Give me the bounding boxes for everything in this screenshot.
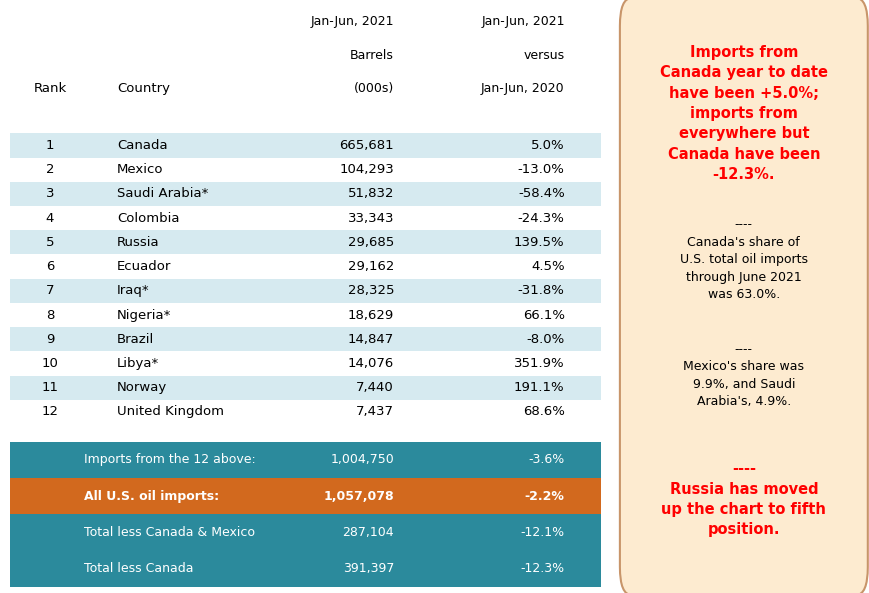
Text: Russia: Russia (116, 236, 159, 249)
Text: Rank: Rank (33, 82, 67, 95)
Bar (10, 327, 600, 351)
Text: 18,629: 18,629 (348, 308, 394, 321)
Bar (10, 230, 600, 254)
Text: Country: Country (116, 82, 169, 95)
Text: 6: 6 (46, 260, 54, 273)
Text: versus: versus (523, 49, 564, 62)
Bar (10, 182, 600, 206)
Text: 11: 11 (42, 381, 58, 394)
Text: Mexico: Mexico (116, 163, 163, 176)
Bar (10, 279, 600, 303)
Text: 104,293: 104,293 (339, 163, 394, 176)
Bar (10, 515, 600, 551)
Text: 51,832: 51,832 (348, 187, 394, 200)
Text: 8: 8 (46, 308, 54, 321)
Bar (10, 206, 600, 230)
Text: -58.4%: -58.4% (517, 187, 564, 200)
Text: United Kingdom: United Kingdom (116, 406, 223, 419)
Text: 4: 4 (46, 212, 54, 225)
Text: 7,437: 7,437 (355, 406, 394, 419)
Text: Canada: Canada (116, 139, 168, 152)
Text: 12: 12 (42, 406, 58, 419)
Text: 7: 7 (46, 284, 54, 297)
Text: 10: 10 (42, 357, 58, 370)
Text: 9: 9 (46, 333, 54, 346)
Bar (10, 303, 600, 327)
Bar (10, 158, 600, 182)
Text: -2.2%: -2.2% (524, 490, 564, 503)
Text: 3: 3 (46, 187, 54, 200)
Text: Nigeria*: Nigeria* (116, 308, 171, 321)
Bar (10, 478, 600, 515)
Text: 5.0%: 5.0% (530, 139, 564, 152)
Bar (10, 351, 600, 375)
Bar (10, 254, 600, 279)
Text: -3.6%: -3.6% (527, 454, 564, 467)
Text: -24.3%: -24.3% (517, 212, 564, 225)
Text: 665,681: 665,681 (339, 139, 394, 152)
Text: 29,162: 29,162 (348, 260, 394, 273)
Text: 7,440: 7,440 (356, 381, 394, 394)
Text: Colombia: Colombia (116, 212, 179, 225)
Text: -12.3%: -12.3% (520, 562, 564, 575)
Text: 1,057,078: 1,057,078 (323, 490, 394, 503)
Text: (000s): (000s) (354, 82, 394, 95)
Text: 29,685: 29,685 (348, 236, 394, 249)
Text: Iraq*: Iraq* (116, 284, 149, 297)
Text: 191.1%: 191.1% (514, 381, 564, 394)
Bar (10, 442, 600, 478)
Text: 2: 2 (46, 163, 54, 176)
Text: 68.6%: 68.6% (522, 406, 564, 419)
Text: 391,397: 391,397 (342, 562, 394, 575)
Text: 1: 1 (46, 139, 54, 152)
Text: 33,343: 33,343 (348, 212, 394, 225)
Text: Jan-Jun, 2020: Jan-Jun, 2020 (481, 82, 564, 95)
Text: Imports from the 12 above:: Imports from the 12 above: (83, 454, 255, 467)
Text: 351.9%: 351.9% (514, 357, 564, 370)
Text: 1,004,750: 1,004,750 (330, 454, 394, 467)
Text: All U.S. oil imports:: All U.S. oil imports: (83, 490, 218, 503)
Text: Barrels: Barrels (350, 49, 394, 62)
Text: Jan-Jun, 2021: Jan-Jun, 2021 (481, 15, 564, 28)
Text: ----
Mexico's share was
9.9%, and Saudi
Arabia's, 4.9%.: ---- Mexico's share was 9.9%, and Saudi … (682, 343, 804, 408)
Bar (10, 551, 600, 587)
Text: -31.8%: -31.8% (517, 284, 564, 297)
Text: 287,104: 287,104 (342, 526, 394, 539)
Text: Jan-Jun, 2021: Jan-Jun, 2021 (310, 15, 394, 28)
Text: 4.5%: 4.5% (530, 260, 564, 273)
Text: ----
Russia has moved
up the chart to fifth
position.: ---- Russia has moved up the chart to fi… (660, 461, 826, 537)
Text: 139.5%: 139.5% (514, 236, 564, 249)
FancyBboxPatch shape (620, 0, 866, 593)
Text: Saudi Arabia*: Saudi Arabia* (116, 187, 209, 200)
Text: -12.1%: -12.1% (520, 526, 564, 539)
Text: 66.1%: 66.1% (522, 308, 564, 321)
Bar (10, 133, 600, 158)
Text: 5: 5 (46, 236, 54, 249)
Bar (10, 375, 600, 400)
Text: 14,847: 14,847 (348, 333, 394, 346)
Text: -13.0%: -13.0% (517, 163, 564, 176)
Text: Total less Canada & Mexico: Total less Canada & Mexico (83, 526, 255, 539)
Bar (10, 400, 600, 424)
Text: Libya*: Libya* (116, 357, 159, 370)
Text: -8.0%: -8.0% (526, 333, 564, 346)
Text: Norway: Norway (116, 381, 167, 394)
Text: Ecuador: Ecuador (116, 260, 171, 273)
Text: Imports from
Canada year to date
have been +5.0%;
imports from
everywhere but
Ca: Imports from Canada year to date have be… (659, 44, 827, 182)
Text: 14,076: 14,076 (348, 357, 394, 370)
Text: 28,325: 28,325 (348, 284, 394, 297)
Text: ----
Canada's share of
U.S. total oil imports
through June 2021
was 63.0%.: ---- Canada's share of U.S. total oil im… (679, 218, 807, 301)
Text: Total less Canada: Total less Canada (83, 562, 193, 575)
Text: Brazil: Brazil (116, 333, 154, 346)
